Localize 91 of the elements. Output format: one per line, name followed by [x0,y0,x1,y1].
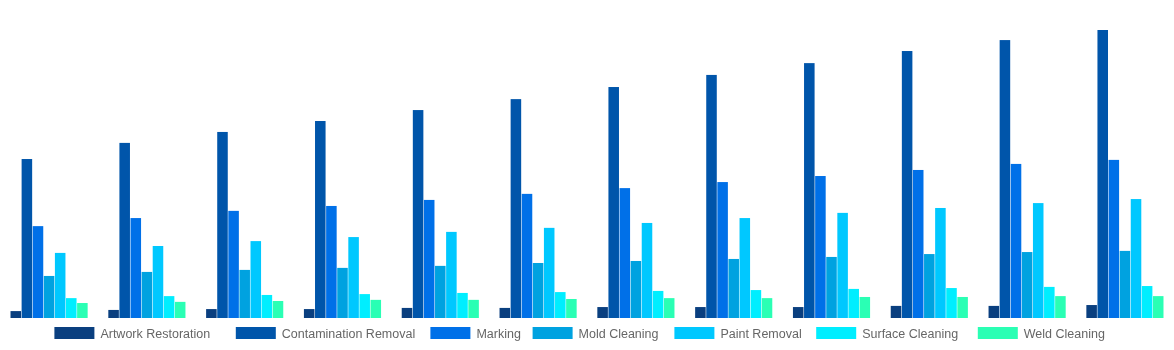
bar [468,299,479,318]
bar [1021,252,1033,318]
bar [663,298,675,318]
legend-label: Contamination Removal [281,326,416,341]
bar [890,305,902,318]
bar [999,40,1011,318]
bar [924,254,935,318]
bar [250,241,262,318]
legend-label: Marking [476,326,521,341]
bar [217,131,228,318]
bar [706,74,717,318]
bar [1044,286,1055,318]
legend-label: Surface Cleaning [862,326,959,341]
bar [66,298,77,318]
bar [912,169,924,318]
bar [119,142,130,318]
bar [739,218,751,318]
bar [1032,203,1044,318]
bar [1141,286,1153,318]
bar [32,226,44,318]
bar [174,301,186,318]
bar [423,199,435,318]
bar [717,182,728,318]
bar [826,256,837,318]
bar [152,246,164,318]
bar [303,309,315,318]
bar [54,252,66,318]
bar [1055,296,1066,318]
bar [566,298,577,318]
bar [750,290,762,318]
bar [510,99,522,318]
bar [543,227,555,318]
bar [228,210,239,318]
bar [261,294,273,318]
bar [1097,30,1108,318]
bar [77,303,88,318]
bar [401,307,413,318]
bar [499,307,511,318]
bar [163,296,175,318]
bar [848,288,859,318]
bar [608,87,619,318]
bar [457,292,468,318]
bar [597,307,608,318]
bar [1108,159,1120,318]
bar [326,205,337,318]
bar [957,296,968,318]
bar [652,290,664,318]
bar [272,301,284,318]
legend-label: Mold Cleaning [578,326,659,341]
bar [239,269,250,318]
bar [206,309,217,318]
bar [446,231,457,318]
bar [370,299,382,318]
bar [761,298,773,318]
bar [619,188,631,318]
bar [337,267,348,318]
bar [521,193,533,318]
bar [108,309,119,318]
bar [815,176,826,318]
bar [1152,296,1164,318]
bar [555,292,566,318]
bar [1130,199,1142,318]
bar [21,159,33,318]
bar [435,265,446,318]
bar [792,307,804,318]
bar [630,260,642,318]
bar [859,296,871,318]
bar [10,311,22,318]
bar [532,262,544,318]
legend-label: Paint Removal [720,326,802,341]
bar [988,305,1000,318]
bar [695,307,706,318]
bar [837,212,848,318]
bar [946,288,957,318]
bar [43,275,55,318]
bar [641,222,653,318]
bar [1010,163,1022,318]
bar [412,110,424,318]
bar [728,258,739,318]
bar [359,294,370,318]
legend-label: Artwork Restoration [100,326,211,341]
bar [315,121,326,318]
bar [130,218,142,318]
bar [348,237,359,318]
bar [141,271,153,318]
bar [935,207,946,318]
bar [1119,250,1131,318]
legend-label: Weld Cleaning [1023,326,1105,341]
bar [1086,305,1097,318]
bar [901,51,913,318]
bar [804,63,815,318]
